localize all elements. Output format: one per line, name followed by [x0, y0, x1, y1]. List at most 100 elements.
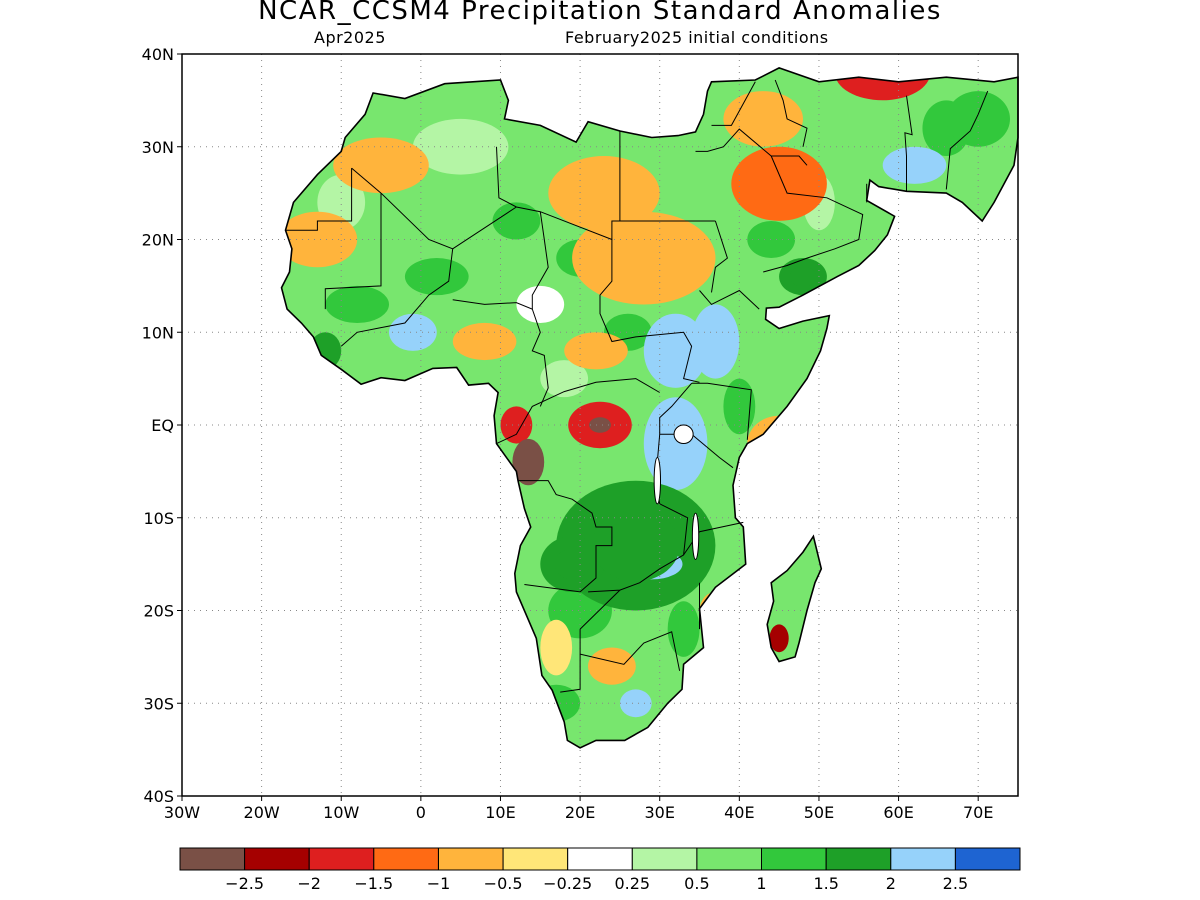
anomaly-core — [702, 321, 729, 362]
anomaly-zone-sahara-dry — [548, 156, 660, 231]
legend-swatch — [179, 847, 246, 871]
legend-label: −0.5 — [484, 874, 523, 893]
x-tick-label: 10W — [323, 803, 359, 822]
country-border — [599, 239, 700, 383]
y-tick-label: 20N — [142, 231, 174, 250]
country-border — [904, 95, 913, 192]
texture-patch — [667, 601, 700, 657]
legend-swatch — [631, 847, 698, 871]
land-anomaly-field — [281, 67, 1018, 748]
x-tick-label: 30W — [164, 803, 200, 822]
anomaly-zone-pakistan-wet — [946, 91, 1010, 147]
anomaly-core — [399, 322, 426, 343]
legend-label: −1.5 — [354, 874, 393, 893]
country-border — [691, 382, 752, 440]
y-tick-label: 20S — [143, 602, 174, 621]
anomaly-zone-northwest-africa-dry — [333, 137, 429, 194]
anomaly-zone-nigeria-dry — [452, 322, 517, 361]
country-border — [619, 131, 716, 222]
country-border — [324, 193, 382, 310]
latitude-labels: 40N 30N 20N 10N EQ 10S 20S 30S 40S — [142, 45, 182, 806]
initial-conditions-label: February2025 initial conditions — [565, 28, 829, 47]
x-tick-label: 30E — [644, 803, 674, 822]
anomaly-zone-botswana-dry — [588, 647, 636, 685]
legend-swatch — [502, 847, 569, 871]
y-tick-label: 10N — [142, 323, 174, 342]
valid-month-label: Apr2025 — [314, 28, 386, 47]
legend-label: 2 — [886, 874, 896, 893]
y-tick-label: 30N — [142, 138, 174, 157]
anomaly-zone-iran-dry — [834, 67, 931, 101]
anomaly-core — [658, 330, 694, 372]
grid-lines — [182, 54, 1018, 796]
country-border — [351, 167, 382, 194]
country-border — [560, 629, 581, 693]
x-tick-label: 50E — [804, 803, 834, 822]
country-border — [695, 128, 808, 166]
legend-label: 1 — [756, 874, 766, 893]
legend-label: 2.5 — [943, 874, 968, 893]
anomaly-zone-mauritania-dry — [281, 211, 358, 268]
country-border — [579, 589, 621, 630]
legend-label: −0.25 — [543, 874, 592, 893]
legend-swatch — [890, 847, 956, 871]
country-border — [763, 155, 864, 273]
x-tick-label: 70E — [963, 803, 993, 822]
anomaly-core — [554, 548, 590, 580]
country-border — [579, 631, 681, 671]
coastline-path — [280, 67, 1019, 749]
country-border — [518, 480, 613, 593]
texture-patch — [412, 118, 509, 175]
country-border — [285, 168, 353, 231]
anomaly-zone-gabon-dry — [500, 406, 533, 444]
country-border — [699, 289, 760, 310]
texture-patch — [516, 285, 565, 323]
texture-patch — [325, 285, 390, 323]
country-border — [380, 192, 517, 250]
anomaly-zone-central-african-dry — [564, 332, 628, 370]
x-tick-label: 10E — [485, 803, 515, 822]
longitude-labels: 30W 20W 10W 0 10E 20E 30E 40E 50E 60E 70E — [164, 796, 993, 822]
legend-swatch — [373, 847, 439, 871]
country-border — [683, 521, 744, 556]
anomaly-core — [589, 417, 611, 433]
legend-swatch — [954, 847, 1021, 871]
legend-label: −1 — [427, 874, 451, 893]
anomaly-core — [519, 449, 538, 475]
country-border — [340, 248, 454, 347]
x-tick-label: 40E — [724, 803, 754, 822]
x-tick-label: 0 — [416, 803, 426, 822]
y-tick-label: 30S — [143, 694, 174, 713]
legend-label: 0.25 — [614, 874, 650, 893]
y-tick-label: 40S — [143, 787, 174, 806]
lake-malawi — [691, 512, 700, 560]
texture-patch — [747, 220, 796, 259]
legend-swatch — [438, 847, 504, 871]
x-tick-label: 60E — [883, 803, 913, 822]
legend-swatch — [696, 847, 763, 871]
legend-swatch — [567, 847, 633, 871]
texture-patch — [404, 258, 469, 296]
legend-label: 1.5 — [813, 874, 838, 893]
legend-swatch — [244, 847, 310, 871]
legend-label: −2.5 — [225, 874, 264, 893]
texture-patch — [492, 499, 525, 537]
anomaly-core — [789, 266, 817, 287]
map-title: NCAR_CCSM4 Precipitation Standard Anomal… — [258, 0, 942, 26]
anomaly-core — [592, 509, 680, 582]
country-border — [945, 90, 989, 190]
anomaly-core — [897, 155, 932, 176]
country-border — [452, 299, 549, 407]
country-border — [588, 382, 692, 593]
legend-swatch — [761, 847, 827, 871]
anomaly-zone-somalia-dry — [747, 415, 811, 472]
country-border — [496, 378, 660, 445]
country-border — [711, 220, 728, 293]
legend-label: −2 — [297, 874, 321, 893]
color-legend: −2.5 −2 −1.5 −1 −0.5 −0.25 0.25 0.5 1 1.5 2 2.5 — [179, 847, 1021, 893]
x-tick-label: 20E — [565, 803, 595, 822]
anomaly-zone-egypt-sudan-dry — [572, 211, 716, 305]
texture-patch — [723, 378, 756, 435]
lake-tanganyika — [653, 456, 662, 505]
